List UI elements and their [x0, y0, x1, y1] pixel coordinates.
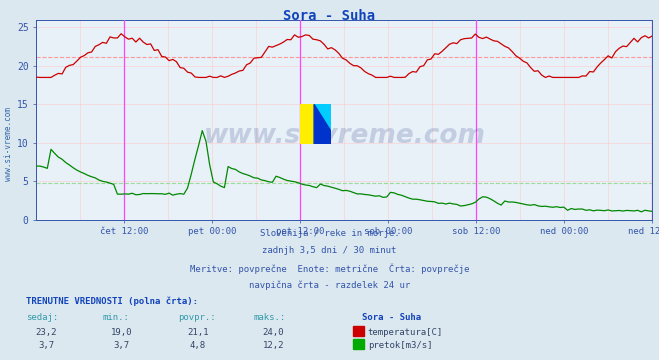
Polygon shape [314, 104, 331, 132]
Text: 12,2: 12,2 [263, 341, 284, 350]
Text: 3,7: 3,7 [38, 341, 54, 350]
Text: 24,0: 24,0 [263, 328, 284, 337]
Text: Sora - Suha: Sora - Suha [283, 9, 376, 23]
Text: TRENUTNE VREDNOSTI (polna črta):: TRENUTNE VREDNOSTI (polna črta): [26, 297, 198, 306]
Text: www.si-vreme.com: www.si-vreme.com [4, 107, 13, 181]
Text: sedaj:: sedaj: [26, 313, 59, 322]
Text: navpična črta - razdelek 24 ur: navpična črta - razdelek 24 ur [249, 280, 410, 290]
Text: Slovenija / reke in morje.: Slovenija / reke in morje. [260, 229, 399, 238]
Text: 21,1: 21,1 [187, 328, 208, 337]
Text: 4,8: 4,8 [190, 341, 206, 350]
Text: maks.:: maks.: [254, 313, 286, 322]
Text: 19,0: 19,0 [111, 328, 132, 337]
Text: Sora - Suha: Sora - Suha [362, 313, 422, 322]
Polygon shape [300, 104, 331, 144]
Text: Meritve: povprečne  Enote: metrične  Črta: povprečje: Meritve: povprečne Enote: metrične Črta:… [190, 263, 469, 274]
Text: www.si-vreme.com: www.si-vreme.com [204, 123, 485, 149]
Text: zadnjh 3,5 dni / 30 minut: zadnjh 3,5 dni / 30 minut [262, 246, 397, 255]
Polygon shape [314, 104, 331, 144]
Text: temperatura[C]: temperatura[C] [368, 328, 443, 337]
Text: pretok[m3/s]: pretok[m3/s] [368, 341, 432, 350]
Text: povpr.:: povpr.: [178, 313, 215, 322]
Text: 3,7: 3,7 [114, 341, 130, 350]
Text: 23,2: 23,2 [36, 328, 57, 337]
Text: min.:: min.: [102, 313, 129, 322]
